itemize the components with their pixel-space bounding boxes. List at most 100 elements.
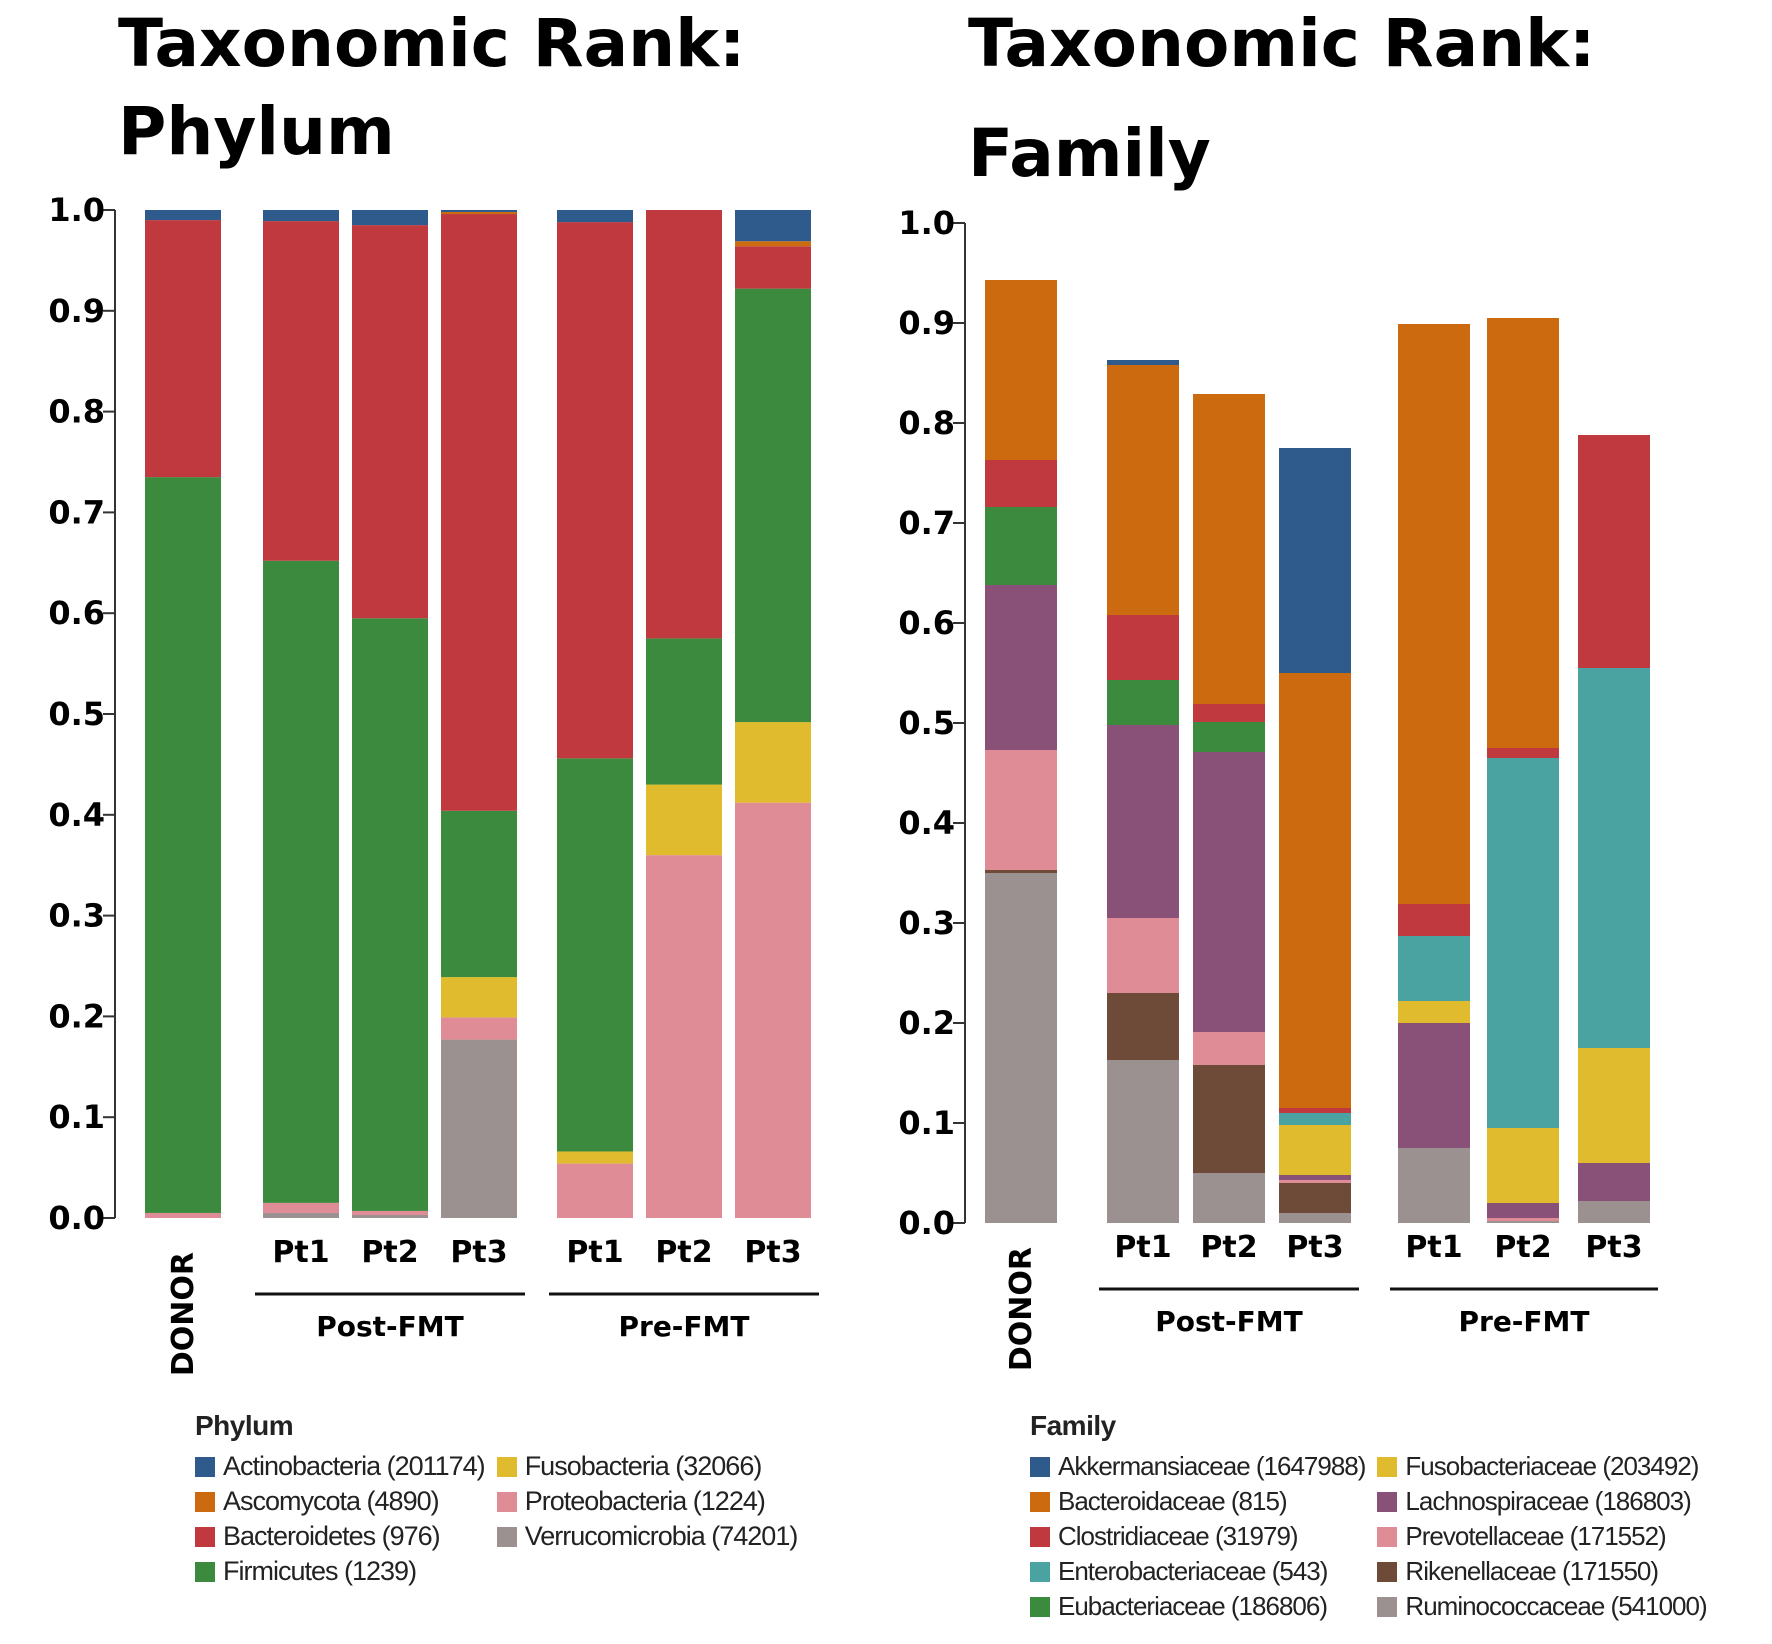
bar-segment-enterobacteriaceae [1279,1113,1351,1125]
legend-label: Akkermansiaceae (1647988) [1058,1451,1366,1481]
bar-segment-bacteroidaceae [1487,318,1559,748]
y-tick-label: 0.7 [48,493,105,531]
bar-segment-proteobacteria [263,1202,339,1213]
bar-segment-proteobacteria [646,855,722,1218]
legend-item: Akkermansiaceae (1647988) [1030,1451,1366,1481]
bar-segment-clostridiaceae [1487,748,1559,758]
category-label: Pt1 [1405,1230,1462,1265]
bar-segment-proteobacteria [145,1212,221,1218]
category-label: Pt2 [1200,1230,1257,1265]
bar-segment-eubacteriaceae [1107,680,1179,725]
charts-canvas: 0.0 0.1 0.2 0.3 0.4 0.5 0.6 0.7 0.8 0.9 1.0 DONOR Pt… [48,191,1658,1376]
legend-title: Family [1030,1410,1116,1441]
legend-swatch [496,1491,517,1512]
legend-label: Ruminococcaceae (541000) [1405,1591,1707,1621]
legend-item: Verrucomicrobia (74201) [496,1522,798,1551]
bar-segment-bacteroidetes [735,246,811,289]
y-tick-label: 0.9 [48,292,105,330]
bar-segment-fusobacteria [441,977,517,1018]
bar-segment-fusobacteria [735,722,811,803]
legend-label: Rikenellaceae (171550) [1405,1556,1659,1586]
right-title-line1: Taxonomic Rank: [968,5,1596,82]
bar-segment-clostridiaceae [1193,704,1265,722]
bar-segment-verrucomicrobia [441,1039,517,1218]
bar-segment-clostridiaceae [1578,435,1650,668]
group-label: Pre-FMT [1458,1305,1589,1338]
y-tick-label: 0.5 [48,695,105,733]
bar-segment-fusobacteriaceae [1487,1128,1559,1203]
bar-segment-fusobacteriaceae [1279,1125,1351,1175]
legend-label: Bacteroidaceae (815) [1058,1486,1288,1516]
legend-column: Fusobacteriaceae (203492) Lachnospiraceae… [1377,1451,1708,1621]
legend-item: Prevotellaceae (171552) [1377,1522,1706,1551]
legend-swatch [1030,1491,1050,1512]
y-tick-label: 0.2 [898,1004,955,1042]
bar-segment-prevotellaceae [1279,1180,1351,1183]
legend-column: Fusobacteria (32066) Proteobacteria (1224… [496,1451,798,1586]
bar-segment-bacteroidetes [441,214,517,811]
bar-segment-enterobacteriaceae [1398,936,1470,1001]
legend-swatch [496,1526,517,1547]
legend-swatch [195,1561,215,1582]
category-label-donor: DONOR [166,1252,201,1376]
legend-swatch [1030,1596,1050,1617]
bar-segment-clostridiaceae [1107,615,1179,680]
y-tick-label: 0.3 [898,904,955,942]
legend-swatch [1030,1561,1050,1582]
bar-segment-clostridiaceae [1398,904,1470,936]
category-label: Pt3 [1286,1230,1343,1265]
bar-segment-bacteroidaceae [985,280,1057,460]
bar-segment-proteobacteria [352,1210,428,1215]
bar-segment-actinobacteria [735,210,811,242]
category-label: Pt3 [744,1235,801,1270]
family-legend: Family Akkermansiaceae (1647988) Bacteroi… [1030,1410,1708,1621]
legend-swatch [1377,1596,1398,1617]
category-label: Pt2 [1494,1230,1551,1265]
y-tick-label: 1.0 [48,191,105,229]
bar-segment-firmicutes [735,288,811,723]
category-label: Pt1 [1114,1230,1171,1265]
bar-segment-akkermansiaceae [1107,360,1179,365]
bar-segment-ruminococcaceae [985,873,1057,1223]
legend-columns: Akkermansiaceae (1647988) Bacteroidaceae … [1030,1451,1708,1621]
category-label: Pt3 [450,1235,507,1270]
bar-segment-eubacteriaceae [985,507,1057,585]
group-label: Pre-FMT [618,1310,749,1343]
legend-label: Fusobacteria (32066) [524,1451,763,1481]
bar-segment-bacteroidetes [263,221,339,561]
bar-segment-verrucomicrobia [352,1214,428,1218]
legend-item: Bacteroidetes (976) [195,1522,485,1551]
legend-swatch [1377,1526,1398,1547]
bar-segment-rikenellaceae [1193,1065,1265,1173]
y-tick-label: 0.1 [898,1104,955,1142]
legend-swatch [1377,1561,1398,1582]
y-tick-label: 0.4 [898,804,955,842]
category-label-donor: DONOR [1004,1247,1039,1371]
bar-segment-rikenellaceae [1107,993,1179,1060]
bar-segment-rikenellaceae [985,870,1057,873]
bar-segment-bacteroidetes [352,225,428,619]
legend-label: Actinobacteria (201174) [223,1451,486,1481]
bar-segment-bacteroidaceae [1279,673,1351,1108]
legend-title: Phylum [195,1410,294,1441]
legend-label: Bacteroidetes (976) [223,1521,441,1551]
left-title-line2: Phylum [118,93,395,170]
bar-segment-clostridiaceae [1279,1108,1351,1113]
legend-label: Eubacteriaceae (186806) [1058,1591,1328,1621]
bar-segment-firmicutes [441,810,517,978]
y-tick-label: 0.3 [48,897,105,935]
bar-segment-proteobacteria [735,802,811,1218]
bar-segment-fusobacteriaceae [1398,1001,1470,1023]
category-label: Pt3 [1585,1230,1642,1265]
y-tick-label: 0.2 [48,997,105,1035]
phylum-legend: Phylum Actinobacteria (201174) Ascomycota… [195,1410,798,1586]
legend-item: Rikenellaceae (171550) [1377,1557,1706,1586]
bar-segment-proteobacteria [557,1163,633,1218]
legend-label: Fusobacteriaceae (203492) [1405,1451,1699,1481]
bar-segment-ruminococcaceae [1398,1148,1470,1223]
bar-segment-proteobacteria [441,1017,517,1040]
legend-label: Ascomycota (4890) [223,1486,440,1516]
bar-segment-bacteroidetes [557,222,633,759]
bar-segment-ruminococcaceae [1578,1201,1650,1223]
legend-item: Eubacteriaceae (186806) [1030,1592,1365,1621]
